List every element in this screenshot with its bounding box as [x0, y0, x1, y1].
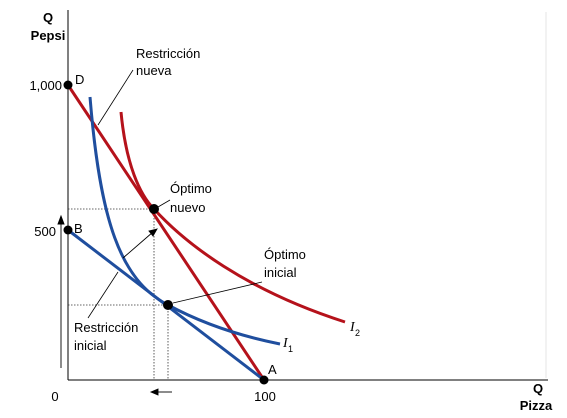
point-optimo-inicial — [163, 300, 173, 310]
point-d — [63, 80, 73, 90]
arrow-left-head — [149, 388, 159, 396]
leader-restriccion-nueva — [97, 69, 134, 126]
indifference-curve-i1 — [88, 96, 281, 346]
x-tick-label-100: 100 — [254, 389, 276, 404]
restriccion-inicial-label-2: inicial — [74, 338, 107, 353]
y-axis-title-pepsi: Pepsi — [31, 28, 66, 43]
origin-label: 0 — [51, 389, 58, 404]
point-a — [259, 375, 269, 385]
restriccion-inicial-label-1: Restricción — [74, 320, 138, 335]
i1-label-sub: 1 — [288, 344, 293, 354]
x-axis-title-q: Q — [533, 381, 543, 396]
y-tick-label-1000: 1,000 — [29, 78, 62, 93]
optimo-inicial-label-2: inicial — [264, 265, 297, 280]
point-a-label: A — [268, 362, 277, 377]
optimo-nuevo-label-2: nuevo — [170, 200, 205, 215]
i2-label: I — [349, 320, 356, 335]
y-axis-title-q: Q — [43, 10, 53, 25]
point-optimo-nuevo — [149, 204, 159, 214]
restriccion-nueva-label-1: Restricción — [136, 46, 200, 61]
i2-label-sub: 2 — [355, 328, 360, 338]
indifference-curve-i2 — [119, 111, 346, 324]
leader-restriccion-inicial — [87, 271, 119, 319]
arrow-diagonal-shaft — [122, 231, 154, 259]
optimo-nuevo-label-1: Óptimo — [170, 181, 212, 196]
arrow-diagonal-head — [148, 228, 158, 237]
point-b-label: B — [74, 221, 83, 236]
restriccion-nueva-label-2: nueva — [136, 63, 172, 78]
i1-label: I — [282, 336, 289, 351]
optimo-inicial-label-1: Óptimo — [264, 247, 306, 262]
arrow-up-head — [57, 214, 65, 225]
y-tick-label-500: 500 — [34, 224, 56, 239]
point-d-label: D — [75, 72, 84, 87]
leader-optimo-nuevo — [157, 199, 171, 208]
point-b — [63, 225, 73, 235]
x-axis-title-pizza: Pizza — [520, 398, 553, 413]
leader-optimo-inicial — [172, 281, 263, 304]
restriccion-nueva-line — [66, 84, 266, 381]
